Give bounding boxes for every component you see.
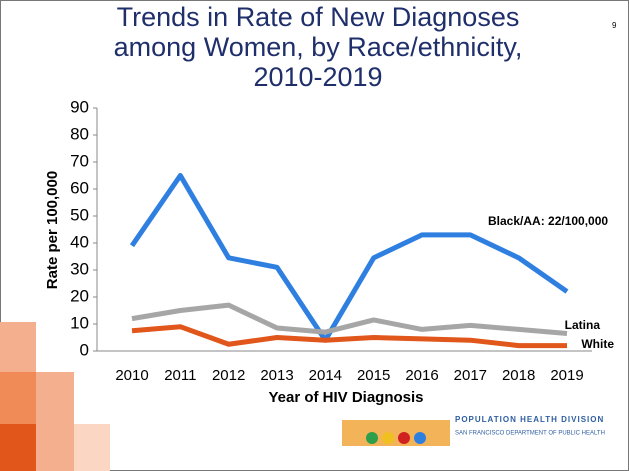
footer-department: SAN FRANCISCO DEPARTMENT OF PUBLIC HEALT… <box>455 431 605 437</box>
x-tick-label: 2016 <box>405 367 438 384</box>
page-number: 9 <box>612 21 617 30</box>
series-line <box>131 324 567 349</box>
x-tick-label: 2014 <box>309 367 342 384</box>
x-tick-label: 2013 <box>260 367 293 384</box>
chart-title: Trends in Rate of New Diagnoses <box>117 2 520 32</box>
y-tick-label: 20 <box>70 286 89 305</box>
chart-title: 2010-2019 <box>253 62 382 92</box>
footer-logo <box>342 420 450 446</box>
x-tick-label: 2019 <box>550 367 583 384</box>
y-tick-label: 0 <box>80 340 89 359</box>
annotation: Black/AA: 22/100,000 <box>488 214 608 228</box>
x-tick-label: 2011 <box>164 367 196 384</box>
series-line <box>131 302 568 336</box>
y-tick-label: 60 <box>70 178 89 197</box>
y-tick-label: 40 <box>70 232 89 251</box>
series-line <box>129 173 569 343</box>
footer-division: POPULATION HEALTH DIVISION <box>455 415 604 424</box>
y-axis-label: Rate per 100,000 <box>44 171 61 289</box>
y-tick-label: 90 <box>70 97 89 116</box>
x-tick-label: 2017 <box>454 367 487 384</box>
y-tick-label: 80 <box>70 124 89 143</box>
decoration <box>0 322 110 471</box>
x-axis-label: Year of HIV Diagnosis <box>268 389 423 406</box>
y-tick-label: 50 <box>70 205 89 224</box>
chart-title: among Women, by Race/ethnicity, <box>114 32 523 62</box>
x-tick-label: 2018 <box>502 367 535 384</box>
x-tick-label: 2010 <box>115 367 148 384</box>
y-tick-label: 30 <box>70 259 89 278</box>
annotation: White <box>581 337 614 351</box>
annotation: Latina <box>565 318 601 332</box>
y-tick-label: 10 <box>70 313 89 332</box>
x-tick-label: 2012 <box>212 367 245 384</box>
x-tick-label: 2015 <box>357 367 390 384</box>
y-tick-label: 70 <box>70 151 89 170</box>
